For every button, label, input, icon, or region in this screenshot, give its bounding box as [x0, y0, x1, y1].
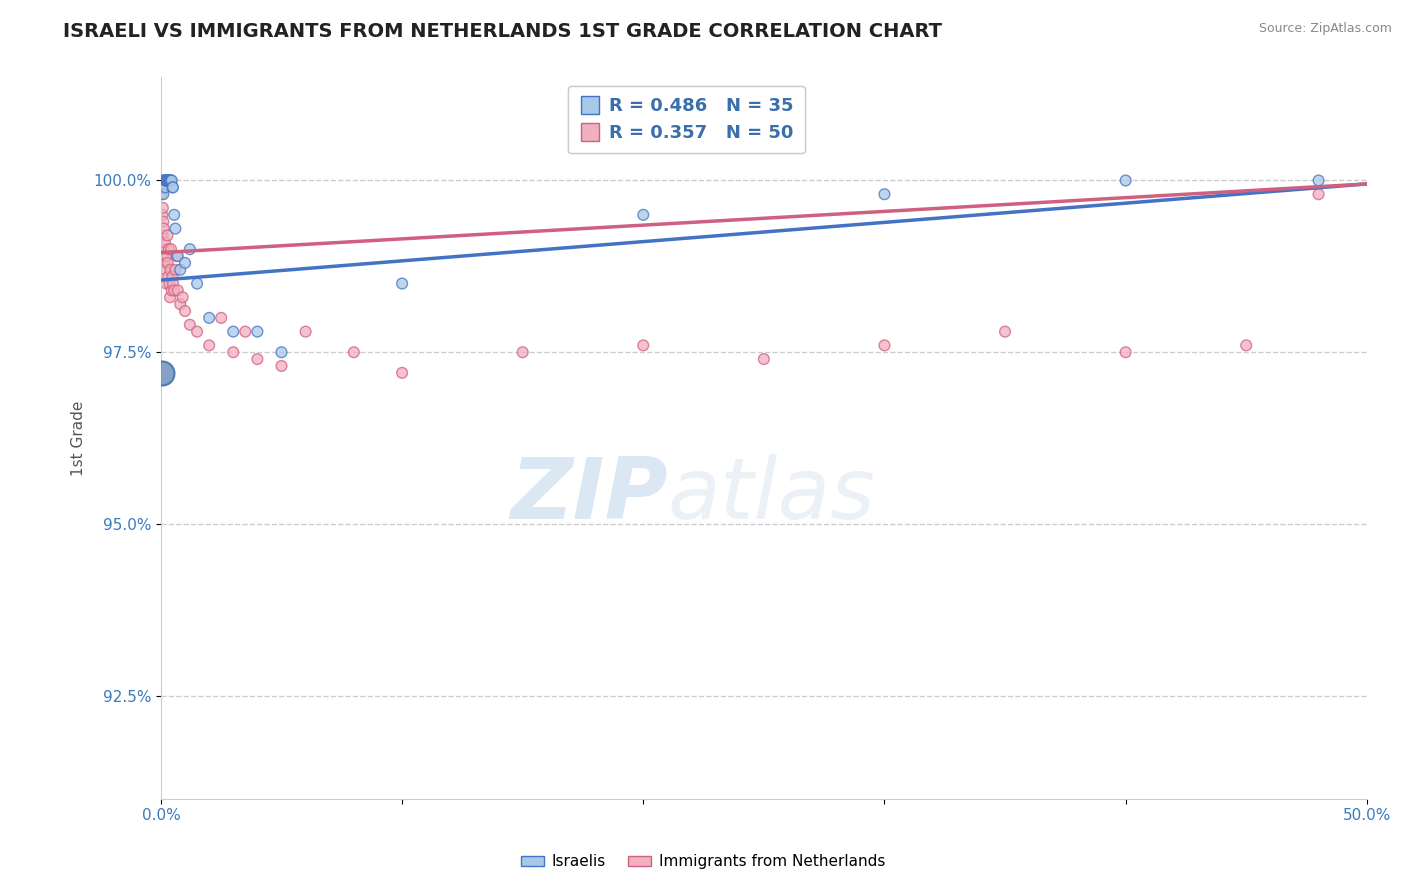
Point [166, 249, 188, 263]
Point [157, 242, 180, 256]
Point [633, 338, 655, 352]
Point [163, 284, 186, 298]
Point [343, 345, 366, 359]
Point [1308, 187, 1330, 202]
Point [156, 256, 179, 270]
Point [152, 201, 174, 215]
Point [222, 325, 245, 339]
Point [159, 173, 181, 187]
Point [270, 345, 292, 359]
Point [150, 187, 173, 202]
Point [162, 180, 184, 194]
Point [512, 345, 534, 359]
Point [294, 325, 316, 339]
Point [157, 269, 180, 284]
Point [155, 180, 177, 194]
Point [157, 277, 180, 291]
Point [150, 180, 173, 194]
Text: ZIP: ZIP [510, 454, 668, 537]
Point [155, 262, 177, 277]
Point [162, 277, 184, 291]
Point [163, 208, 186, 222]
Point [155, 277, 177, 291]
Point [152, 187, 174, 202]
Text: atlas: atlas [668, 454, 876, 537]
Point [157, 173, 180, 187]
Point [166, 249, 188, 263]
Point [160, 173, 183, 187]
Point [179, 318, 201, 332]
Point [873, 338, 896, 352]
Point [246, 352, 269, 367]
Point [152, 173, 174, 187]
Point [152, 228, 174, 243]
Point [153, 256, 176, 270]
Point [222, 345, 245, 359]
Point [155, 173, 177, 187]
Point [169, 262, 191, 277]
Point [159, 290, 181, 304]
Point [153, 221, 176, 235]
Point [198, 338, 221, 352]
Point [150, 208, 173, 222]
Point [162, 269, 184, 284]
Point [174, 304, 197, 318]
Point [1115, 173, 1137, 187]
Point [150, 366, 173, 380]
Point [156, 173, 179, 187]
Point [1234, 338, 1257, 352]
Point [391, 277, 413, 291]
Point [153, 242, 176, 256]
Point [174, 256, 197, 270]
Point [159, 262, 181, 277]
Point [198, 310, 221, 325]
Text: ISRAELI VS IMMIGRANTS FROM NETHERLANDS 1ST GRADE CORRELATION CHART: ISRAELI VS IMMIGRANTS FROM NETHERLANDS 1… [63, 22, 942, 41]
Point [165, 262, 187, 277]
Point [160, 242, 183, 256]
Point [156, 228, 179, 243]
Point [166, 284, 188, 298]
Point [873, 187, 896, 202]
Point [209, 310, 232, 325]
Point [156, 173, 179, 187]
Point [153, 173, 176, 187]
Y-axis label: 1st Grade: 1st Grade [72, 401, 86, 475]
Point [169, 297, 191, 311]
Point [153, 235, 176, 250]
Point [157, 173, 180, 187]
Point [172, 290, 194, 304]
Point [246, 325, 269, 339]
Point [157, 173, 180, 187]
Point [186, 325, 208, 339]
Point [391, 366, 413, 380]
Point [153, 173, 176, 187]
Point [752, 352, 775, 367]
Point [162, 180, 184, 194]
Legend: Israelis, Immigrants from Netherlands: Israelis, Immigrants from Netherlands [515, 848, 891, 875]
Point [159, 173, 181, 187]
Point [156, 249, 179, 263]
Point [1308, 173, 1330, 187]
Point [155, 173, 177, 187]
Point [165, 221, 187, 235]
Point [155, 249, 177, 263]
Point [633, 208, 655, 222]
Point [1115, 345, 1137, 359]
Legend: R = 0.486   N = 35, R = 0.357   N = 50: R = 0.486 N = 35, R = 0.357 N = 50 [568, 87, 804, 153]
Point [186, 277, 208, 291]
Point [160, 284, 183, 298]
Text: Source: ZipAtlas.com: Source: ZipAtlas.com [1258, 22, 1392, 36]
Point [994, 325, 1017, 339]
Point [179, 242, 201, 256]
Point [270, 359, 292, 373]
Point [233, 325, 256, 339]
Point [152, 215, 174, 229]
Point [160, 173, 183, 187]
